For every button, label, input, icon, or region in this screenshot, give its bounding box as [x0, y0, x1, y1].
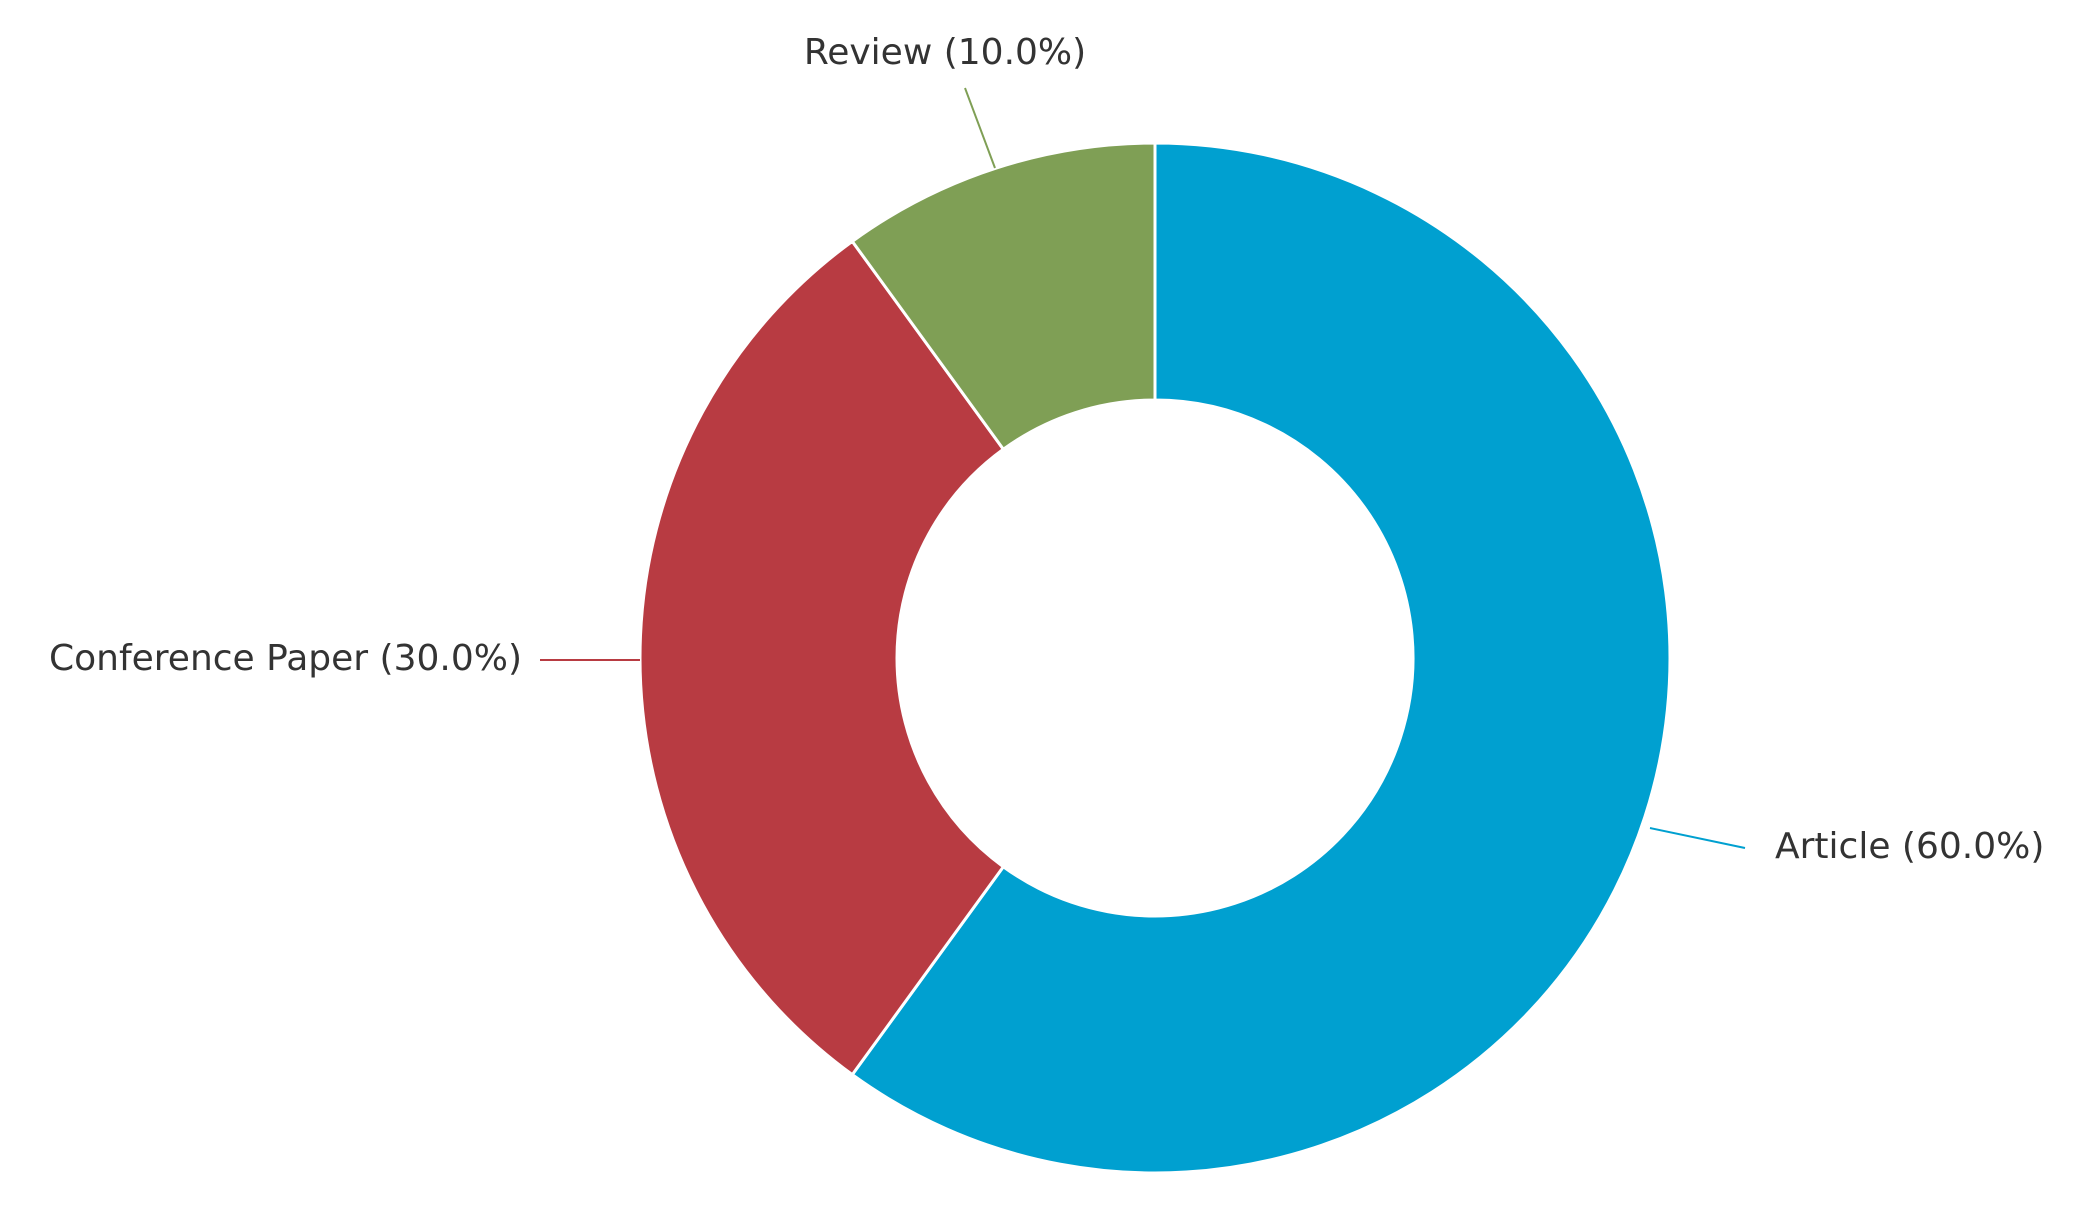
slice-label-article: Article (60.0%): [1775, 826, 2044, 867]
donut-slice-article: [850, 141, 1672, 1175]
leader-line-article: [1649, 827, 1746, 849]
slice-label-conference-paper: Conference Paper (30.0%): [49, 638, 522, 679]
donut-slice-conference-paper: [638, 239, 1006, 1077]
donut-slice-review: [850, 141, 1157, 452]
leader-line-review: [964, 87, 996, 169]
slice-label-review: Review (10.0%): [804, 32, 1086, 73]
